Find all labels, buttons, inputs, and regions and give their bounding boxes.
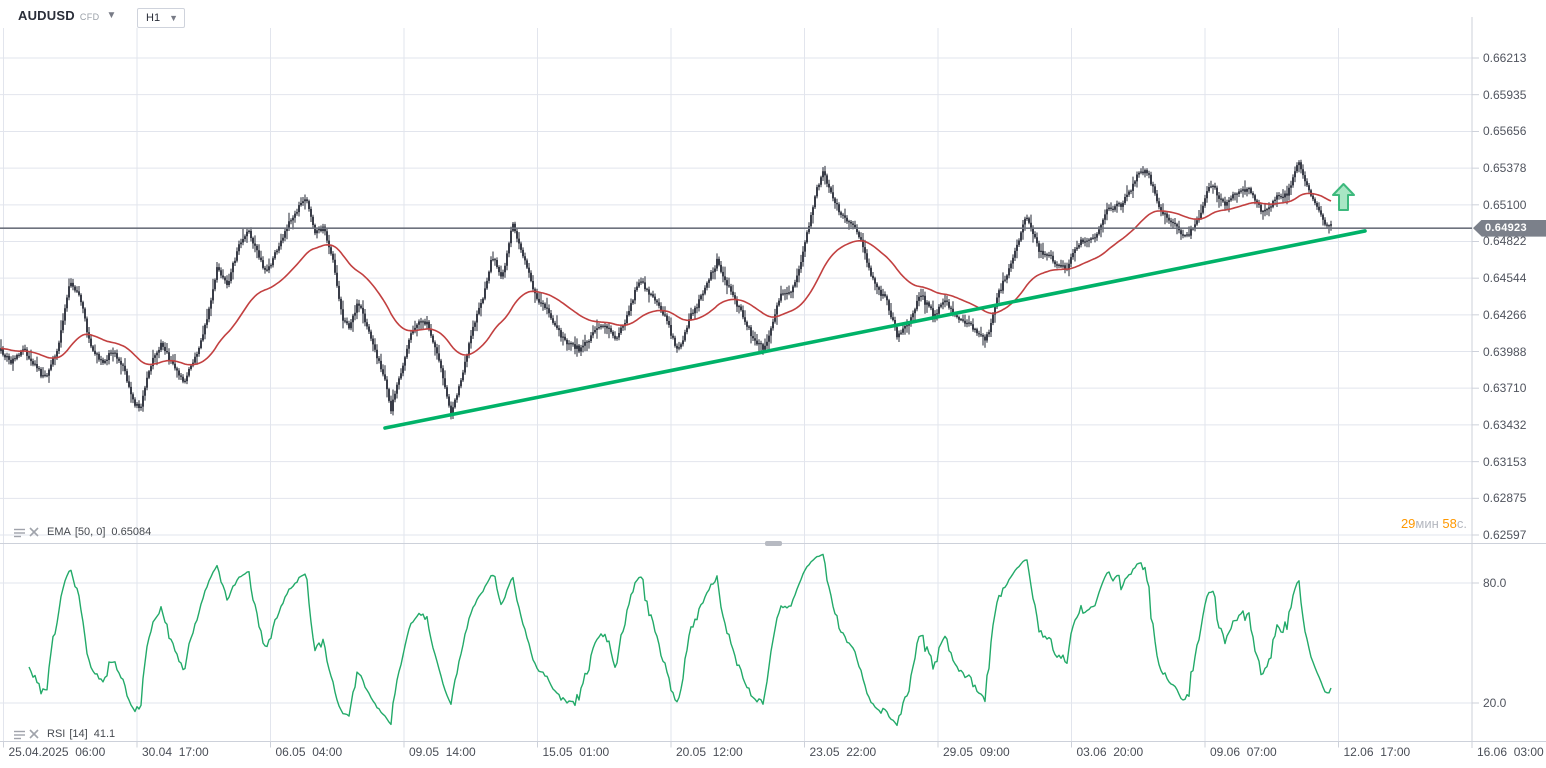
ema-params: [50, 0]: [74, 526, 106, 538]
time-tick-label: 06.05 04:00: [275, 745, 343, 759]
time-tick-label: 15.05 01:00: [542, 745, 610, 759]
time-tick-label: 09.05 14:00: [409, 745, 476, 759]
ema-indicator-legend: EMA [50, 0] 0.65084: [14, 526, 151, 538]
chevron-down-icon: ▼: [106, 9, 117, 21]
price-tick-label: 0.63432: [1483, 417, 1527, 432]
candle-countdown: 29мин 58с.: [1401, 516, 1467, 531]
rsi-value: 41.1: [93, 728, 116, 740]
price-tick-label: 0.65100: [1483, 197, 1527, 212]
price-tick-label: 0.65656: [1483, 124, 1527, 139]
symbol-label: AUDUSD: [18, 8, 75, 23]
price-tick-label: 0.63153: [1483, 454, 1527, 469]
time-tick-label: 16.06 03:00: [1477, 745, 1544, 759]
price-tick-label: 0.65378: [1483, 161, 1527, 176]
price-tick-label: 0.64266: [1483, 307, 1527, 322]
time-tick-label: 25.04.2025 06:00: [8, 745, 106, 759]
indicator-close-icon[interactable]: [29, 526, 40, 538]
candlestick-series: [0, 159, 1332, 420]
timeframe-select[interactable]: H1 ▼: [137, 8, 185, 28]
rsi-line: [28, 553, 1332, 727]
time-tick-label: 12.06 17:00: [1343, 745, 1411, 759]
time-tick-label: 29.05 09:00: [943, 745, 1010, 759]
price-tick-label: 0.62597: [1483, 528, 1527, 542]
rsi-params: [14]: [69, 728, 88, 740]
time-tick-label: 09.06 07:00: [1210, 745, 1277, 759]
pane-resize-handle[interactable]: [765, 541, 782, 546]
price-tick-label: 0.63710: [1483, 381, 1527, 396]
ema-label: EMA: [47, 526, 71, 538]
time-scale[interactable]: 25.04.2025 06:00 30.04 17:00 06.05 04:00 09…: [0, 742, 1546, 768]
countdown-seconds-unit: с.: [1456, 516, 1467, 531]
time-tick-label: 03.06 20:00: [1076, 745, 1144, 759]
current-price-badge: 0.64923: [1473, 219, 1546, 237]
price-tick-label: 0.65935: [1483, 87, 1527, 102]
indicator-settings-icon[interactable]: [14, 527, 25, 538]
chevron-down-icon: ▼: [169, 12, 178, 23]
countdown-minutes-unit: мин: [1415, 516, 1443, 531]
countdown-seconds: 58: [1442, 516, 1457, 531]
symbol-selector[interactable]: AUDUSD CFD ▼: [18, 8, 116, 23]
indicator-settings-icon[interactable]: [14, 729, 25, 740]
trendline-drawing[interactable]: [383, 229, 1367, 430]
rsi-tick-label: 20.0: [1483, 696, 1507, 710]
rsi-indicator-legend: RSI [14] 41.1: [14, 728, 115, 740]
countdown-minutes: 29: [1400, 516, 1416, 531]
time-tick-label: 23.05 22:00: [809, 745, 877, 759]
price-tick-label: 0.62875: [1483, 491, 1527, 506]
rsi-label: RSI: [47, 728, 66, 740]
price-tick-label: 0.66213: [1483, 51, 1527, 65]
candlestick-bodies: [0, 162, 1332, 416]
timeframe-value: H1: [146, 12, 161, 24]
rsi-tick-label: 80.0: [1483, 576, 1507, 590]
ema-line: [0, 192, 1332, 366]
price-tick-label: 0.63988: [1483, 344, 1527, 359]
time-tick-label: 30.04 17:00: [142, 745, 209, 759]
indicator-close-icon[interactable]: [29, 728, 40, 740]
market-type-badge: CFD: [79, 11, 100, 22]
time-tick-label: 20.05 12:00: [676, 745, 743, 759]
price-tick-label: 0.64822: [1483, 234, 1527, 249]
ema-value: 0.65084: [111, 526, 152, 538]
price-scale[interactable]: 0.66213 0.65935 0.65656 0.65378 0.65100 0.648…: [1473, 0, 1546, 741]
up-arrow-marker[interactable]: [1332, 183, 1355, 211]
price-tick-label: 0.64544: [1483, 271, 1527, 286]
